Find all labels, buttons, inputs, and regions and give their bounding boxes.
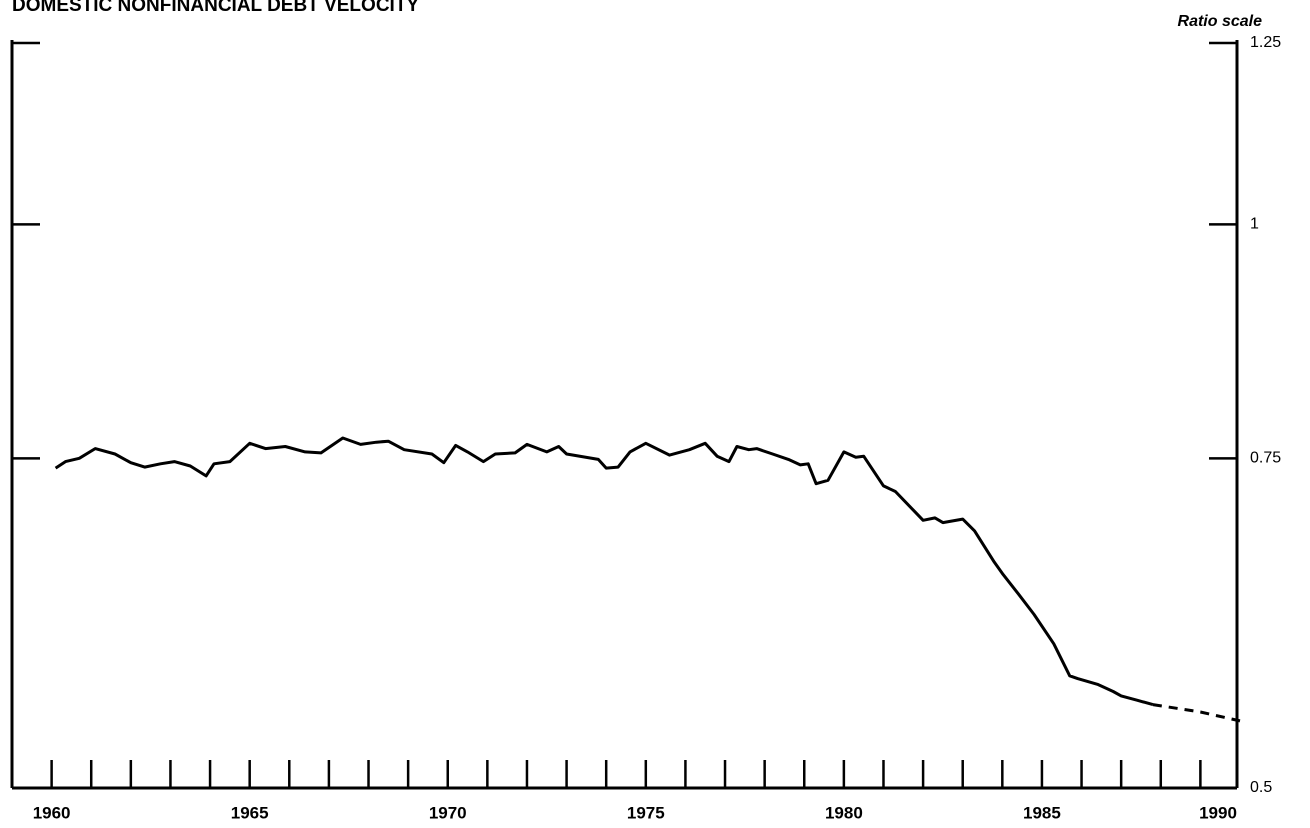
x-tick-label: 1970 bbox=[429, 803, 467, 822]
y-tick-label: 1 bbox=[1250, 216, 1259, 233]
x-tick-label: 1965 bbox=[231, 803, 269, 822]
data-line bbox=[54, 436, 1154, 707]
chart-title: DOMESTIC NONFINANCIAL DEBT VELOCITY bbox=[12, 0, 419, 16]
x-tick-label: 1990 bbox=[1199, 803, 1237, 822]
x-tick-label: 1980 bbox=[825, 803, 863, 822]
x-tick-label: 1985 bbox=[1023, 803, 1061, 822]
y-tick-label: 1.25 bbox=[1250, 34, 1281, 51]
y-axis-label: Ratio scale bbox=[1178, 13, 1263, 30]
x-tick-label: 1975 bbox=[627, 803, 665, 822]
x-tick-label: 1960 bbox=[33, 803, 71, 822]
y-tick-label: 0.5 bbox=[1250, 779, 1272, 796]
projection-line bbox=[1152, 703, 1241, 723]
y-tick-label: 0.75 bbox=[1250, 450, 1281, 467]
